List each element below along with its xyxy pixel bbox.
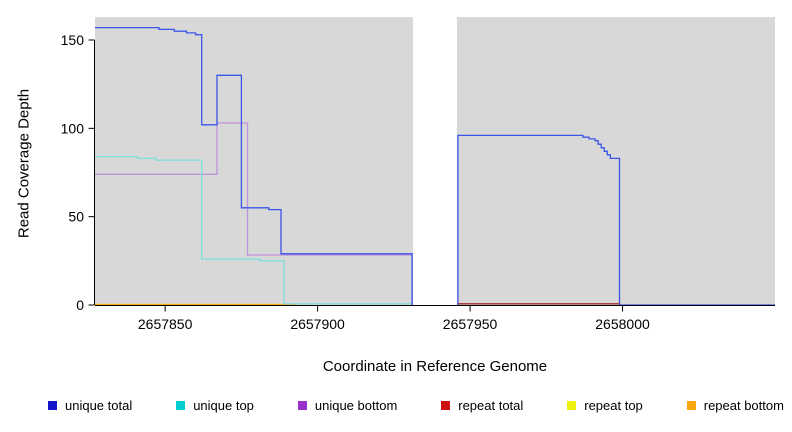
x-tick-label: 2657900 — [290, 316, 345, 332]
legend-swatch-unique-top — [176, 401, 186, 410]
legend-label: repeat total — [458, 398, 524, 413]
legend-label: unique total — [65, 398, 133, 413]
legend-label: unique top — [193, 398, 254, 413]
y-tick-label: 150 — [61, 32, 85, 48]
x-tick-label: 2657850 — [138, 316, 193, 332]
legend-label: unique bottom — [314, 398, 398, 413]
y-tick-label: 0 — [76, 297, 84, 313]
x-tick-label: 2657950 — [443, 316, 498, 332]
y-axis-title: Read Coverage Depth — [15, 88, 33, 239]
x-tick-label: 2658000 — [595, 316, 650, 332]
legend-swatch-unique-bottom — [297, 401, 307, 410]
legend-item-unique-top: unique top — [176, 398, 254, 413]
legend-item-unique-total: unique total — [48, 398, 132, 413]
x-axis-title: Coordinate in Reference Genome — [322, 358, 548, 375]
y-tick-label: 50 — [68, 209, 84, 225]
legend-swatch-repeat-total — [441, 401, 451, 410]
legend-item-repeat-bottom: repeat bottom — [686, 398, 784, 413]
y-tick-label: 100 — [61, 120, 85, 136]
legend-item-unique-bottom: unique bottom — [297, 398, 398, 413]
legend-swatch-unique-total — [48, 401, 57, 410]
gap-region — [413, 15, 457, 306]
legend-label: repeat top — [584, 398, 643, 413]
series-line-unique-top — [95, 155, 413, 305]
legend-swatch-repeat-top — [567, 401, 577, 410]
legend-item-repeat-top: repeat top — [567, 398, 643, 413]
coverage-chart: 2657850 2657900 2657950 2658000 0 50 100 150 — [61, 15, 775, 332]
legend: unique total unique top unique bottom repea… — [48, 398, 784, 413]
legend-item-repeat-total: repeat total — [441, 398, 523, 413]
legend-label: repeat bottom — [703, 398, 784, 413]
legend-swatch-repeat-bottom — [686, 401, 696, 410]
